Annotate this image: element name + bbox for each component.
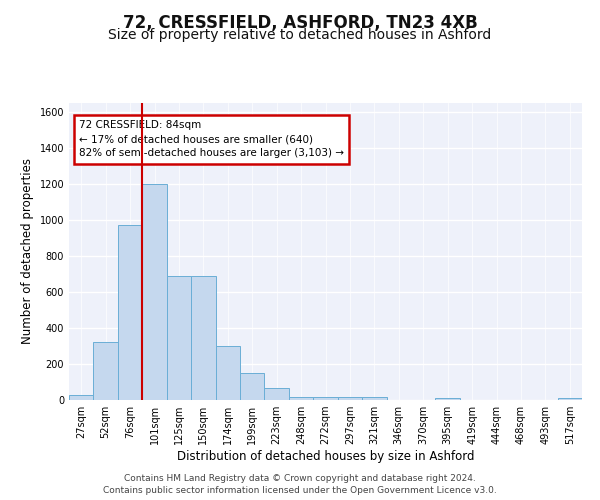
- Bar: [167, 276, 191, 400]
- Bar: [142, 184, 167, 400]
- Bar: [362, 398, 386, 400]
- Bar: [557, 398, 582, 400]
- Bar: [215, 346, 240, 400]
- Text: Contains HM Land Registry data © Crown copyright and database right 2024.
Contai: Contains HM Land Registry data © Crown c…: [103, 474, 497, 495]
- Bar: [191, 276, 215, 400]
- Bar: [313, 398, 338, 400]
- Y-axis label: Number of detached properties: Number of detached properties: [21, 158, 34, 344]
- Text: 72, CRESSFIELD, ASHFORD, TN23 4XB: 72, CRESSFIELD, ASHFORD, TN23 4XB: [122, 14, 478, 32]
- Bar: [94, 342, 118, 400]
- Bar: [338, 398, 362, 400]
- Bar: [240, 373, 265, 400]
- X-axis label: Distribution of detached houses by size in Ashford: Distribution of detached houses by size …: [177, 450, 474, 463]
- Bar: [118, 225, 142, 400]
- Bar: [436, 398, 460, 400]
- Bar: [69, 396, 94, 400]
- Bar: [289, 398, 313, 400]
- Text: 72 CRESSFIELD: 84sqm
← 17% of detached houses are smaller (640)
82% of semi-deta: 72 CRESSFIELD: 84sqm ← 17% of detached h…: [79, 120, 344, 158]
- Bar: [265, 388, 289, 400]
- Text: Size of property relative to detached houses in Ashford: Size of property relative to detached ho…: [109, 28, 491, 42]
